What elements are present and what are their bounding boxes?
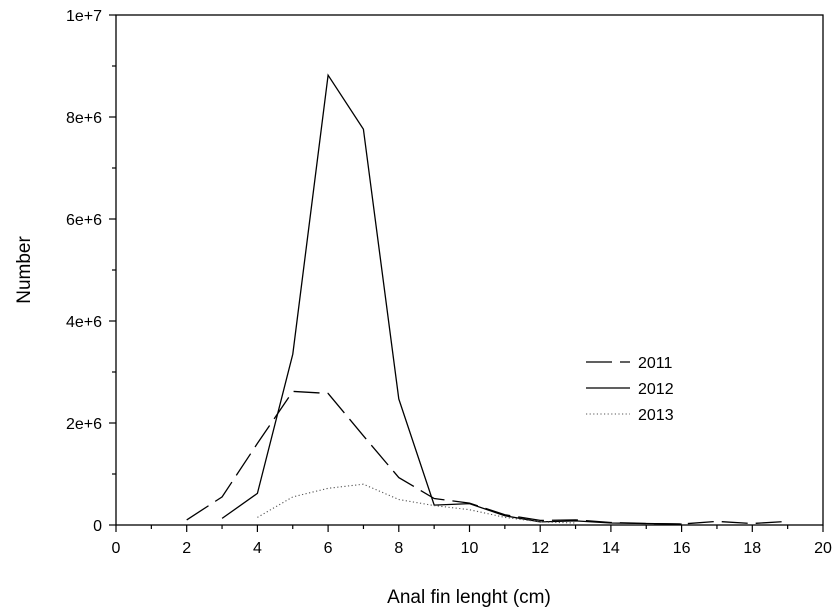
x-tick-label: 14 <box>602 540 620 557</box>
legend-label-2013: 2013 <box>638 407 674 424</box>
y-tick-label: 0 <box>93 518 102 535</box>
x-tick-label: 6 <box>324 540 333 557</box>
series-line-2011 <box>186 390 788 525</box>
y-tick-label: 2e+6 <box>66 416 102 433</box>
legend: 2011 2012 2013 <box>586 355 674 424</box>
series-line-2012 <box>221 73 682 525</box>
x-tick-label: 2 <box>182 540 191 557</box>
x-tick-label: 8 <box>394 540 403 557</box>
y-tick-label: 1e+7 <box>66 8 102 25</box>
y-tick-label: 8e+6 <box>66 110 102 127</box>
series-line-2013 <box>257 483 576 524</box>
plot-axes <box>115 14 824 526</box>
x-tick-label: 10 <box>461 540 479 557</box>
y-tick-label: 6e+6 <box>66 212 102 229</box>
x-tick-label: 20 <box>814 540 832 557</box>
y-axis-ticks: 0 2e+6 4e+6 6e+6 8e+6 1e+7 <box>66 8 116 535</box>
x-tick-label: 18 <box>743 540 761 557</box>
x-tick-label: 16 <box>673 540 691 557</box>
series-layer <box>186 73 788 525</box>
y-axis-title: Number <box>14 236 35 304</box>
y-tick-label: 4e+6 <box>66 314 102 331</box>
x-axis-title: Anal fin lenght (cm) <box>387 587 551 608</box>
x-tick-label: 0 <box>112 540 121 557</box>
plot-frame <box>115 14 824 526</box>
x-tick-label: 4 <box>253 540 262 557</box>
legend-label-2011: 2011 <box>638 355 673 372</box>
x-tick-label: 12 <box>531 540 549 557</box>
legend-label-2012: 2012 <box>638 381 674 398</box>
x-axis-ticks: 0 2 4 6 8 10 12 14 16 18 20 <box>112 525 832 557</box>
